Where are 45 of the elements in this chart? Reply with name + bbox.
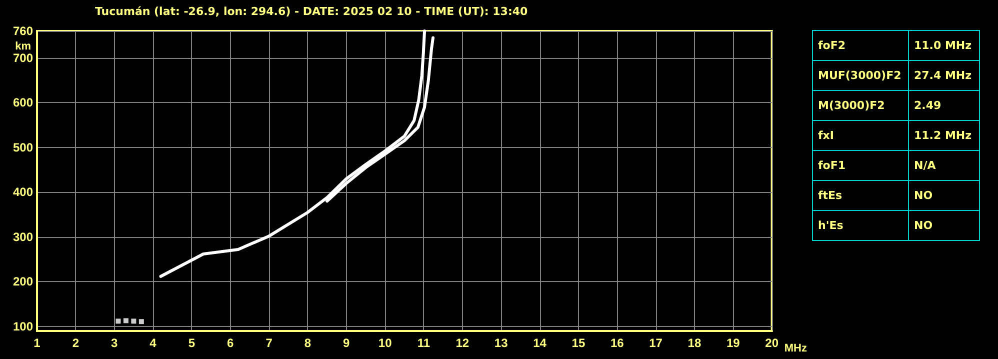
category-label: foF2 <box>812 30 908 60</box>
x-tick-label: 19 <box>726 336 740 350</box>
category-label: fxI <box>812 120 908 150</box>
x-tick-label: 3 <box>111 336 118 350</box>
y-tick-label: 200 <box>12 274 34 289</box>
y-tick-label: 400 <box>12 185 34 200</box>
y-tick-label: 700 <box>12 50 34 65</box>
text: NO <box>914 189 933 202</box>
x-tick-label: 1 <box>34 336 41 350</box>
y-axis-title: km <box>15 40 32 52</box>
x-tick-label: 20 <box>765 336 779 350</box>
text: NO <box>914 219 933 232</box>
x-tick-label: 4 <box>150 336 157 350</box>
x-tick-label: 16 <box>610 336 624 350</box>
x-tick-label: 2 <box>72 336 80 350</box>
x-tick-label: 8 <box>304 336 312 350</box>
x-axis-title: MHz <box>784 342 808 354</box>
y-tick-label: 100 <box>12 320 34 334</box>
category-label: h'Es <box>812 210 908 240</box>
x-tick-label: 10 <box>378 336 392 350</box>
y-tick-label: 600 <box>12 96 34 110</box>
y-tick-label: 500 <box>12 140 34 154</box>
x-tick-label: 9 <box>343 336 350 350</box>
category-label: ftEs <box>812 180 908 210</box>
category-label: foF1 <box>812 150 908 180</box>
text: N/A <box>914 159 936 172</box>
x-tick-label: 17 <box>649 336 663 350</box>
x-tick-label: 5 <box>188 336 196 350</box>
x-tick-label: 12 <box>456 336 470 350</box>
text: 11.0 MHz <box>914 39 972 52</box>
text: 27.4 MHz <box>914 69 972 82</box>
x-tick-label: 18 <box>688 336 702 350</box>
y-tick-label: 300 <box>12 230 34 244</box>
y-tick-label: 760 <box>12 24 34 38</box>
x-tick-label: 13 <box>494 336 508 350</box>
text: 2.49 <box>914 99 942 112</box>
category-label: M(3000)F2 <box>812 90 908 120</box>
x-tick-label: 15 <box>572 336 586 350</box>
text: 11.2 MHz <box>914 129 972 142</box>
x-tick-label: 7 <box>266 336 273 350</box>
x-tick-label: 6 <box>227 336 234 350</box>
category-label: MUF(3000)F2 <box>812 60 908 90</box>
x-tick-label: 11 <box>417 336 430 350</box>
x-tick-label: 14 <box>533 336 547 350</box>
chart-title: Tucumán (lat: -26.9, lon: 294.6) - DATE: 2025 02 10 - TIME (UT): 13:40 <box>95 5 528 18</box>
